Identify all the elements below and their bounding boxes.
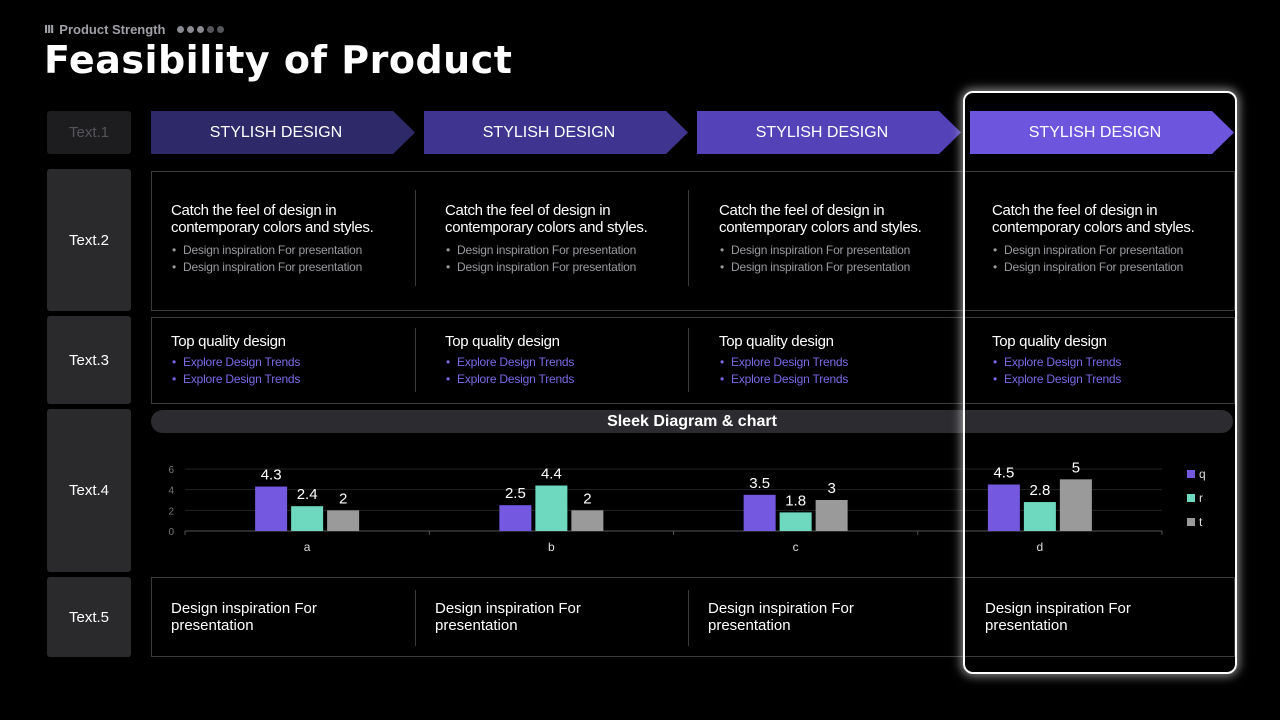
data-label: 3.5: [749, 475, 770, 492]
step-arrow-1: STYLISH DESIGN: [151, 111, 415, 154]
step-arrow-4: STYLISH DESIGN: [970, 111, 1234, 154]
cell-heading: Top quality design: [719, 333, 834, 350]
bar-t-b: [571, 510, 604, 531]
data-label: 2.8: [1029, 482, 1050, 499]
bullet: Design inspiration For presentation: [445, 259, 680, 276]
data-label: 2: [583, 490, 591, 507]
feature-cell: Catch the feel of design in contemporary…: [171, 202, 406, 276]
bullet: Design inspiration For presentation: [992, 242, 1227, 259]
row5-panel: [151, 577, 1235, 657]
data-label: 4.3: [261, 467, 282, 484]
eyebrow-label: Product Strength: [59, 22, 166, 37]
y-tick-label: 6: [168, 465, 174, 476]
x-tick-label: d: [1037, 540, 1044, 554]
quality-cell: Top quality design Explore Design Trends…: [992, 333, 1227, 388]
bar-r-a: [291, 506, 324, 531]
trend-link[interactable]: Explore Design Trends: [719, 354, 954, 371]
bar-chart: 0 2 4 6 4.3 2.4 2 a 2.5 4.4 2 b 3.5 1.8 3 c 4.5 2.8 5 d qrt: [168, 459, 1206, 554]
step-arrow-2: STYLISH DESIGN: [424, 111, 688, 154]
bar-r-b: [535, 485, 568, 531]
bullet: Design inspiration For presentation: [171, 259, 406, 276]
bullet: Design inspiration For presentation: [719, 259, 954, 276]
bullet: Design inspiration For presentation: [719, 242, 954, 259]
legend-swatch-t: [1187, 518, 1195, 526]
section-eyebrow: III Product Strength: [44, 22, 225, 37]
row-label-5: Text.5: [47, 577, 131, 657]
data-label: 2.5: [505, 485, 526, 502]
cell-heading: Catch the feel of design in contemporary…: [445, 202, 648, 236]
trend-link[interactable]: Explore Design Trends: [992, 371, 1227, 388]
legend-swatch-q: [1187, 470, 1195, 478]
quality-cell: Top quality design Explore Design Trends…: [719, 333, 954, 388]
data-label: 2: [339, 490, 347, 507]
row-label-2: Text.2: [47, 169, 131, 311]
row-label-3: Text.3: [47, 316, 131, 404]
row-label-4: Text.4: [47, 409, 131, 572]
bullet: Design inspiration For presentation: [171, 242, 406, 259]
y-tick-label: 4: [168, 486, 174, 497]
x-tick-label: c: [793, 540, 799, 554]
cell-heading: Catch the feel of design in contemporary…: [992, 202, 1195, 236]
y-tick-label: 2: [168, 506, 174, 517]
footer-text: Design inspiration For presentation: [435, 600, 581, 634]
legend-label: q: [1199, 467, 1206, 481]
cell-heading: Catch the feel of design in contemporary…: [171, 202, 374, 236]
cell-heading: Top quality design: [171, 333, 286, 350]
feature-cell: Catch the feel of design in contemporary…: [445, 202, 680, 276]
data-label: 2.4: [297, 486, 318, 503]
data-label: 3: [827, 480, 835, 497]
data-label: 5: [1072, 459, 1080, 476]
data-label: 1.8: [785, 492, 806, 509]
bar-q-d: [987, 484, 1020, 531]
legend-label: t: [1199, 515, 1203, 529]
legend-label: r: [1199, 491, 1203, 505]
bar-t-d: [1059, 479, 1092, 531]
y-tick-label: 0: [168, 527, 174, 538]
row3-panel: [151, 317, 1235, 404]
data-label: 4.5: [993, 465, 1014, 482]
feature-cell: Catch the feel of design in contemporary…: [719, 202, 954, 276]
legend-swatch-r: [1187, 494, 1195, 502]
row-label-1: Text.1: [47, 111, 131, 154]
bullet: Design inspiration For presentation: [992, 259, 1227, 276]
row2-panel: [151, 171, 1235, 311]
bar-q-c: [743, 494, 776, 531]
bar-q-b: [499, 505, 532, 531]
bar-t-a: [327, 510, 360, 531]
data-label: 4.4: [541, 466, 562, 483]
bar-q-a: [255, 486, 288, 531]
bars-icon: III: [44, 23, 54, 36]
bar-r-c: [779, 512, 812, 531]
bar-t-c: [815, 500, 848, 531]
cell-heading: Top quality design: [992, 333, 1107, 350]
bullet: Design inspiration For presentation: [445, 242, 680, 259]
chart-title: Sleek Diagram & chart: [151, 410, 1233, 433]
footer-text: Design inspiration For presentation: [985, 600, 1131, 634]
quality-cell: Top quality design Explore Design Trends…: [171, 333, 406, 388]
trend-link[interactable]: Explore Design Trends: [719, 371, 954, 388]
feature-cell: Catch the feel of design in contemporary…: [992, 202, 1227, 276]
bar-r-d: [1023, 502, 1056, 531]
trend-link[interactable]: Explore Design Trends: [171, 354, 406, 371]
trend-link[interactable]: Explore Design Trends: [992, 354, 1227, 371]
step-arrow-3: STYLISH DESIGN: [697, 111, 961, 154]
footer-text: Design inspiration For presentation: [708, 600, 854, 634]
cell-heading: Catch the feel of design in contemporary…: [719, 202, 922, 236]
x-tick-label: a: [304, 540, 311, 554]
page-title: Feasibility of Product: [44, 38, 513, 82]
trend-link[interactable]: Explore Design Trends: [445, 371, 680, 388]
progress-dots: [177, 26, 225, 33]
footer-text: Design inspiration For presentation: [171, 600, 317, 634]
trend-link[interactable]: Explore Design Trends: [445, 354, 680, 371]
x-tick-label: b: [548, 540, 555, 554]
trend-link[interactable]: Explore Design Trends: [171, 371, 406, 388]
quality-cell: Top quality design Explore Design Trends…: [445, 333, 680, 388]
cell-heading: Top quality design: [445, 333, 560, 350]
